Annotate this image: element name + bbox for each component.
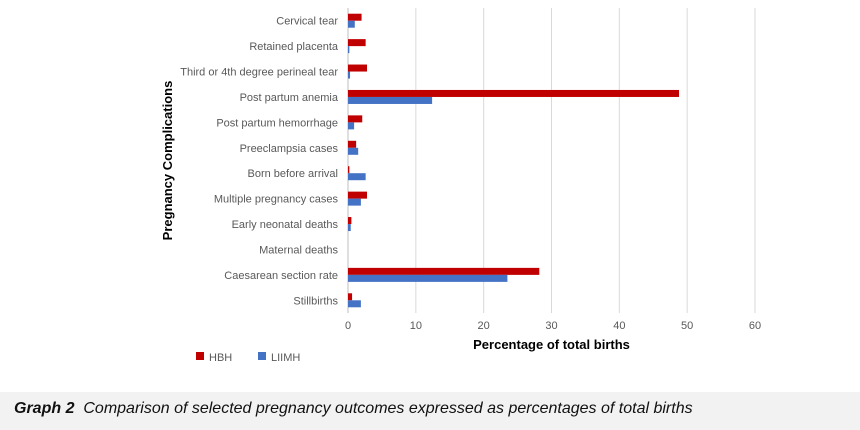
bar-liimh — [348, 122, 355, 130]
category-label: Post partum hemorrhage — [216, 117, 338, 129]
category-label: Cervical tear — [276, 16, 338, 28]
chart-area: 0 10 20 30 40 50 60 Cervical tear Retained place… — [160, 8, 761, 364]
legend-swatch — [258, 352, 266, 360]
bar-liimh — [348, 147, 359, 155]
bar-hbh — [348, 191, 367, 199]
category-label: Early neonatal deaths — [232, 219, 339, 231]
bar-hbh — [348, 293, 353, 301]
bar-liimh — [348, 20, 355, 28]
bar-hbh — [348, 140, 357, 148]
bar-hbh — [348, 39, 366, 47]
legend-swatch — [196, 352, 204, 360]
bar-hbh — [348, 267, 540, 275]
legend-label: HBH — [209, 352, 232, 364]
category-label: Maternal deaths — [259, 244, 338, 256]
category-label: Retained placenta — [249, 41, 339, 53]
category-label: Born before arrival — [248, 168, 339, 180]
bar-liimh — [348, 274, 508, 282]
y-axis-title: Pregnancy Complications — [160, 81, 175, 241]
caption-text: Comparison of selected pregnancy outcome… — [83, 400, 693, 417]
category-label: Stillbirths — [293, 295, 338, 307]
x-tick-label: 50 — [681, 320, 693, 332]
bar-liimh — [348, 96, 433, 104]
x-tick-label: 10 — [410, 320, 422, 332]
bar-hbh — [348, 217, 352, 225]
x-tick-label: 20 — [478, 320, 490, 332]
category-label: Caesarean section rate — [224, 270, 338, 282]
category-label: Preeclampsia cases — [240, 143, 339, 155]
bar-hbh — [348, 13, 362, 21]
x-tick-label: 30 — [545, 320, 557, 332]
bar-chart: 0 10 20 30 40 50 60 Cervical tear Retained place… — [160, 8, 761, 364]
figure-caption: Graph 2 Comparison of selected pregnancy… — [14, 400, 693, 418]
x-axis-title: Percentage of total births — [473, 337, 630, 352]
x-tick-label: 0 — [345, 320, 351, 332]
x-tick-label: 60 — [749, 320, 761, 332]
bar-liimh — [348, 198, 361, 206]
bar-hbh — [348, 64, 367, 72]
category-label: Third or 4th degree perineal tear — [180, 67, 338, 79]
bar-hbh — [348, 115, 363, 123]
category-label: Multiple pregnancy cases — [214, 194, 339, 206]
bar-liimh — [348, 46, 350, 54]
category-label: Post partum anemia — [240, 92, 339, 104]
bar-liimh — [348, 173, 366, 181]
x-tick-label: 40 — [613, 320, 625, 332]
caption-bar: Graph 2 Comparison of selected pregnancy… — [0, 392, 860, 430]
bar-liimh — [348, 224, 351, 232]
bar-liimh — [348, 71, 351, 79]
bar-hbh — [348, 166, 350, 174]
bar-liimh — [348, 300, 361, 308]
legend-label: LIIMH — [271, 352, 300, 364]
bar-hbh — [348, 89, 680, 97]
caption-label: Graph 2 — [14, 400, 75, 417]
